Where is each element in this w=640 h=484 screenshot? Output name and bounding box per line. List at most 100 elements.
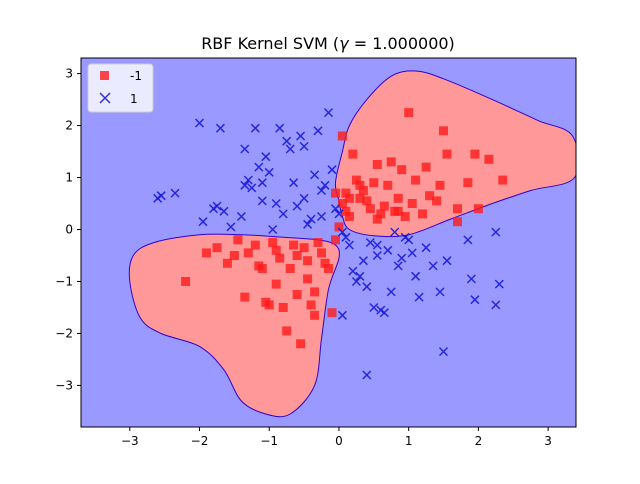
data-point-neg (243, 248, 253, 258)
legend-label-pos: 1 (130, 92, 138, 106)
data-point-pos (313, 126, 323, 136)
x-tick-label: −2 (191, 434, 209, 448)
y-tick-label: 0 (65, 223, 73, 237)
y-tick-label: 3 (65, 67, 73, 81)
data-point-neg (285, 264, 295, 273)
data-point-pos (407, 248, 417, 258)
plot-frame (80, 57, 577, 428)
data-point-neg (299, 243, 309, 253)
legend-square-marker (100, 71, 109, 80)
x-axis: −3 −2 −1 0 1 2 3 (121, 427, 552, 448)
data-point-pos (303, 219, 313, 229)
data-point-pos (491, 300, 501, 310)
x-tick-label: −3 (121, 434, 139, 448)
data-point-neg (212, 243, 222, 253)
data-point-neg (470, 149, 480, 159)
data-point-pos (327, 165, 337, 175)
data-point-neg (324, 264, 333, 273)
data-point-pos (323, 108, 334, 118)
data-point-neg (278, 303, 288, 312)
data-point-pos (386, 287, 396, 297)
data-point-neg (257, 264, 267, 273)
x-tick-label: 0 (335, 434, 343, 448)
data-point-neg (320, 258, 330, 268)
data-point-pos (243, 175, 253, 185)
legend-label-neg: -1 (130, 69, 142, 83)
data-point-pos (362, 370, 372, 380)
x-tick-label: 2 (475, 434, 483, 448)
chart-title: RBF Kernel SVM (γ = 1.000000) (201, 34, 455, 53)
data-point-neg (362, 196, 372, 206)
data-point-pos (278, 209, 288, 219)
data-point-pos (466, 274, 476, 284)
data-point-pos (296, 131, 306, 141)
data-point-neg (341, 188, 351, 198)
data-point-pos (299, 141, 309, 151)
data-point-neg (303, 256, 313, 266)
data-point-neg (348, 149, 358, 159)
data-point-pos (351, 276, 361, 287)
data-point-pos (271, 198, 281, 209)
data-point-pos (362, 282, 372, 292)
data-point-pos (261, 152, 271, 162)
data-point-neg (435, 180, 445, 190)
data-point-neg (268, 238, 278, 247)
data-point-neg (341, 206, 351, 216)
data-point-pos (494, 279, 504, 289)
data-point-neg (250, 240, 260, 250)
data-point-pos (341, 232, 351, 242)
data-point-pos (330, 204, 341, 214)
data-point-neg (282, 326, 292, 336)
y-tick-label: −2 (55, 326, 73, 340)
data-point-pos (306, 214, 316, 224)
data-point-neg (303, 274, 313, 284)
data-point-pos (250, 123, 260, 133)
data-point-pos (292, 201, 302, 211)
data-point-pos (257, 196, 267, 206)
data-point-pos (358, 256, 368, 266)
data-point-neg (484, 154, 494, 164)
data-point-neg (310, 287, 320, 297)
data-point-neg (421, 162, 431, 172)
data-point-pos (421, 243, 431, 253)
data-point-pos (390, 227, 400, 237)
data-point-pos (334, 209, 344, 219)
y-tick-label: −1 (55, 274, 73, 288)
data-point-pos (240, 144, 250, 154)
y-axis: −3 −2 −1 0 1 2 3 (55, 67, 81, 392)
data-point-pos (254, 162, 264, 172)
data-point-pos (404, 235, 414, 245)
data-point-pos (275, 123, 285, 133)
data-point-neg (327, 308, 337, 318)
data-point-neg (275, 253, 285, 263)
data-point-neg (369, 178, 379, 188)
data-point-pos (219, 206, 229, 216)
data-point-neg (271, 245, 281, 255)
data-point-pos (226, 222, 236, 232)
data-point-pos (215, 123, 225, 133)
data-point-pos (348, 266, 358, 276)
legend-x-marker (99, 92, 111, 104)
data-point-neg (442, 149, 452, 159)
data-point-pos (411, 271, 421, 281)
data-point-neg (355, 180, 365, 190)
data-point-neg (233, 235, 243, 245)
data-point-neg (334, 222, 344, 232)
data-point-pos (310, 170, 320, 180)
data-point-pos (194, 118, 205, 128)
legend-box (87, 63, 154, 113)
data-point-pos (365, 237, 375, 248)
data-point-neg (379, 201, 389, 211)
data-point-pos (428, 261, 438, 271)
y-tick-label: 2 (65, 119, 73, 133)
chart-title-suffix: = 1.000000) (349, 34, 455, 53)
data-point-pos (198, 217, 208, 227)
data-point-neg (331, 188, 340, 198)
data-point-pos (240, 180, 250, 190)
x-tick-label: −1 (260, 434, 278, 448)
data-point-neg (418, 209, 428, 219)
data-point-pos (438, 347, 449, 357)
data-point-neg (473, 204, 483, 214)
x-tick-label: 1 (405, 434, 413, 448)
